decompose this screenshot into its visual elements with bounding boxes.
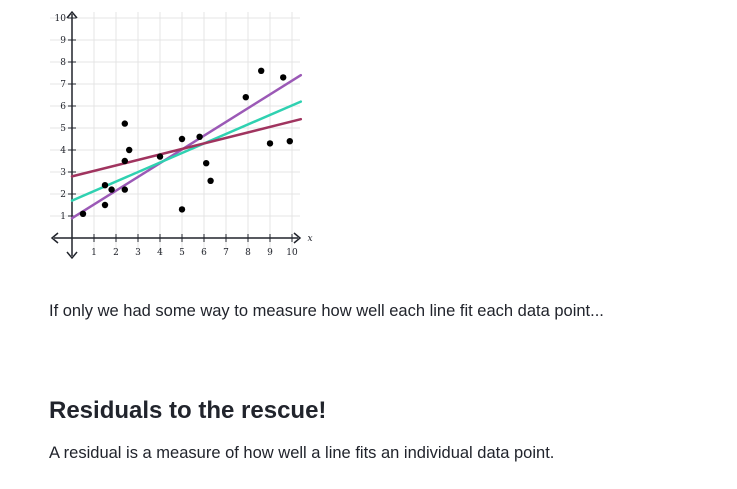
grid: [50, 12, 300, 254]
x-axis-arrow-left: [50, 232, 59, 244]
x-tick-label: 4: [157, 248, 163, 258]
definition-paragraph: A residual is a measure of how well a li…: [49, 444, 555, 462]
fit-line: [70, 100, 303, 202]
data-point: [126, 146, 133, 154]
y-tick-label: 3: [60, 168, 66, 178]
x-axis-arrow-right: [293, 232, 302, 244]
data-point: [266, 140, 274, 147]
y-axis-arrow-down: [66, 251, 78, 260]
y-tick-label: 5: [60, 124, 66, 134]
x-tick-label: 2: [113, 248, 119, 258]
fit-lines: [70, 73, 303, 220]
data-point: [121, 157, 128, 165]
data-point: [178, 206, 186, 213]
x-tick-label: 9: [267, 248, 273, 258]
y-tick-label: 2: [60, 190, 66, 200]
data-point: [108, 186, 115, 193]
data-point: [242, 94, 249, 101]
axis-ticks: 1 2 3 4 5 6 7 8 9 10 1 2 3 4 5 6 7 8 9 10 x: [55, 14, 313, 258]
y-tick-label: 9: [60, 36, 66, 46]
section-heading: Residuals to the rescue!: [49, 397, 327, 424]
data-point: [280, 74, 287, 81]
data-point: [203, 160, 210, 167]
fit-line: [70, 117, 303, 178]
scatter-plot-figure: 1 2 3 4 5 6 7 8 9 10 1 2 3 4 5 6 7 8 9 10 x: [48, 8, 320, 262]
data-point: [79, 210, 87, 217]
y-tick-label: 8: [60, 58, 66, 68]
data-point: [156, 153, 164, 160]
data-point: [121, 186, 128, 193]
axes: [50, 10, 302, 260]
x-tick-label: 7: [223, 248, 229, 258]
x-tick-label: 5: [179, 248, 185, 258]
data-point: [121, 120, 128, 127]
data-point: [101, 201, 109, 209]
caption: If only we had some way to measure how w…: [49, 302, 604, 320]
x-tick-label: 8: [245, 248, 251, 258]
y-tick-label: 7: [60, 80, 66, 90]
x-tick-label: 6: [201, 248, 207, 258]
x-tick-label: 1: [91, 248, 97, 258]
data-point: [196, 133, 203, 140]
data-points: [79, 67, 293, 217]
x-tick-label: 3: [135, 248, 141, 258]
y-axis-arrow-up: [66, 10, 78, 19]
y-tick-label: 1: [60, 212, 66, 222]
data-point: [258, 67, 265, 74]
x-axis-symbol: x: [307, 234, 312, 244]
scatter-plot-svg: 1 2 3 4 5 6 7 8 9 10 1 2 3 4 5 6 7 8 9 10 x: [50, 10, 313, 260]
data-point: [207, 177, 214, 184]
y-tick-label: 4: [60, 146, 66, 156]
x-tick-label: 10: [286, 248, 298, 258]
data-point: [286, 138, 293, 145]
y-tick-label: 6: [60, 102, 66, 112]
y-tick-label: 10: [55, 14, 67, 24]
data-point: [101, 182, 109, 189]
data-point: [178, 135, 186, 143]
